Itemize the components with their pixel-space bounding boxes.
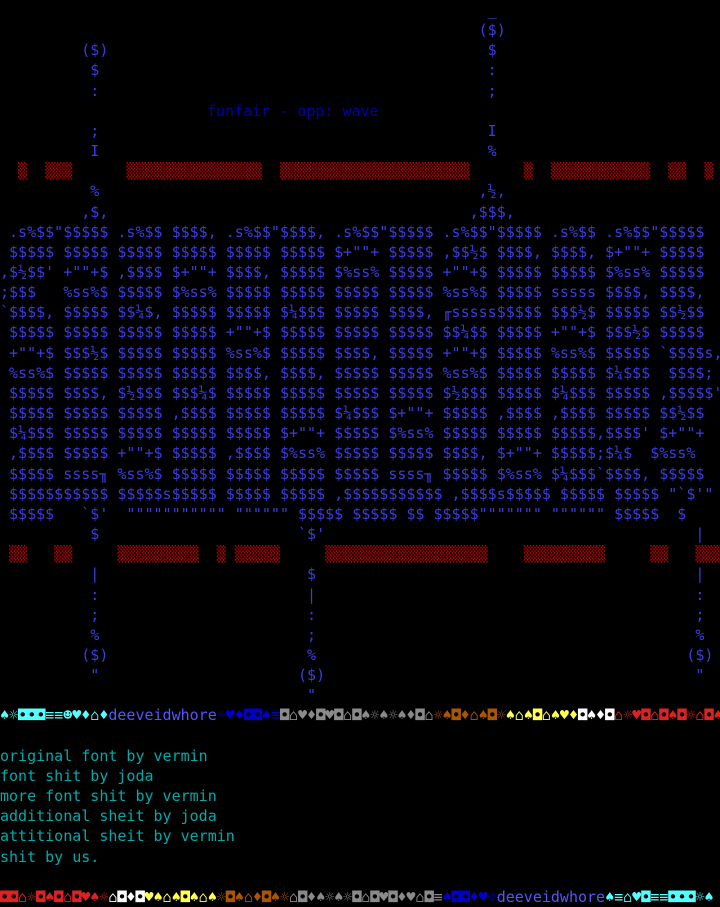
credit-line: attitional sheit by vermin [0,827,235,846]
art-row: ($) $ [0,41,497,60]
strip-segment: ☼♥♦◘◘♠≡ [216,706,280,725]
art-row: ($) [0,21,506,40]
art-row: $$$$$ $$$$$ $$$$$ ,$$$$ $$$$$ $$$$$ $¼$$… [0,404,705,423]
art-row: $$$$$ $$$$$ $$$$$ $$$$$ $$$$$ $$$$$ $+""… [0,242,705,261]
art-row: ,$½$$' +""+$ ,$$$$ $+""+ $$$$, $$$$$ $%s… [0,263,705,282]
red-bar-top: ▒ ▒▒▒ ▒▒▒▒▒▒▒▒▒▒▒▒▒▒▒ ▒▒▒▒▒▒▒▒▒▒▒▒▒▒▒▒▒▒… [0,162,714,181]
art-row: _ [0,1,497,19]
art-row: ; : ; [0,605,705,624]
art-row: % ; % [0,625,705,644]
art-row: I % [0,142,497,161]
strip-segment: ♠◘◘♦♥☼ [442,887,497,906]
art-row: % ,½, [0,182,506,201]
credit-line: additional sheit by joda [0,807,217,826]
top-color-strip: ♠☼◘◘◘≡≡☻♥♦⌂♦deeveidwhore☼♥♦◘◘♠≡◘⌂♥♦◘♥◘⌂◘… [0,705,720,725]
art-row: " ($) " [0,666,705,685]
art-row: ; I [0,121,497,140]
art-row: $¼$$$ $$$$$ $$$$$ $$$$$ $$$$$ $+""+ $$$$… [0,424,705,443]
art-row: +""+$ $$$½$ $$$$$ $$$$$ %ss%$ $$$$$ $$$$… [0,343,720,362]
strip-segment: ◘♠♦◘ [578,706,615,725]
art-row: %ss%$ $$$$$ $$$$$ $$$$$ $$$$, $$$$, $$$$… [0,363,714,382]
strip-segment: ◘◘⌂☼◘♠◘⌂◘♥♠☼ [0,887,109,906]
art-row: ,$, ,$$$, [0,202,515,221]
art-row: | $ | [0,565,705,584]
credit-line: original font by vermin [0,746,208,765]
credit-line: font shit by joda [0,766,154,785]
art-row: ,$$$$ $$$$$ +""+$ $$$$$ ,$$$$ $%ss% $$$$… [0,444,696,463]
art-row: : ; [0,81,497,100]
art-row: ($) % ($) [0,645,714,664]
art-row: `$$$$, $$$$$ $$¼$, $$$$$ $$$$$ $¼$$$ $$$… [0,303,705,322]
art-row: " [0,686,317,705]
art-row: $$$$$ `$' """"""""""" """""" $$$$$ $$$$$… [0,504,687,523]
credit-line: shit by us. [0,847,100,866]
strip-segment: deeveidwhore [108,706,217,725]
art-row: : | : [0,585,705,604]
art-title: funfair - opp: wave [207,101,379,120]
bottom-color-strip: ◘◘⌂☼◘♠◘⌂◘♥♠☼⌂◘♦◘♥♠⌂♠◘♠⌂♠☼◘♠⌂♦◘♠☼⌂◘♦♠☼♠☼◘… [0,887,713,907]
art-row: .s%$$"$$$$$ .s%$$ $$$$, .s%$$"$$$$, .s%$… [0,222,705,241]
art-row: $$$$$$$$$$$ $$$$$s$$$$$ $$$$$ $$$$$ ,$$$… [0,484,714,503]
strip-segment: ⌂☼♥◘⌂◘♠◘☼⌂◘♠ [614,706,720,725]
strip-segment: ⌂◘♦◘ [108,887,145,906]
strip-segment: ☼◘♠⌂♦◘♠☼ [216,887,289,906]
credit-line: more font shit by vermin [0,787,217,806]
red-bar-bottom: ▒▒ ▒▒ ▒▒▒▒▒▒▒▒▒ ▒ ▒▒▒▒▒ ▒▒▒▒▒▒▒▒▒▒▒▒▒▒▒▒… [0,545,720,564]
art-row: $ : [0,61,497,80]
art-row: $ `$' | [0,525,705,544]
art-row: $$$$$ $$$$$ $$$$$ $$$$$ +""+$ $$$$$ $$$$… [0,323,705,342]
strip-segment: ☼♠◘♦⌂♠◘☼ [433,706,506,725]
strip-segment: ◘⌂♥♦◘♥◘⌂◘♠☼♠☼♠♦◘⌂ [279,706,434,725]
strip-segment: ♥♠⌂♠◘♠⌂♠ [144,887,217,906]
art-row: $$$$$ $$$$, $½$$$ $$$¼$ $$$$$ $$$$$ $$$$… [0,383,720,402]
strip-segment: ♠☼◘◘◘≡≡☻♥♦⌂♦ [0,706,109,725]
strip-segment: deeveidwhore [496,887,606,906]
strip-segment: ⌂◘♦♠☼♠☼◘⌂◘♥◘♦♥⌂◘≡ [289,887,443,906]
strip-segment: ♠≡⌂♥◘≡≡◘◘◘☼♠ [605,887,714,906]
art-row: $$$$$ ssss╖ %ss%$ $$$$$ $$$$$ $$$$$ $$$$… [0,464,705,483]
strip-segment: ♠⌂♠◘⌂♠♥♦ [505,706,578,725]
art-row: ;$$$ %ss%$ $$$$$ $%ss% $$$$$ $$$$$ $$$$$… [0,283,705,302]
